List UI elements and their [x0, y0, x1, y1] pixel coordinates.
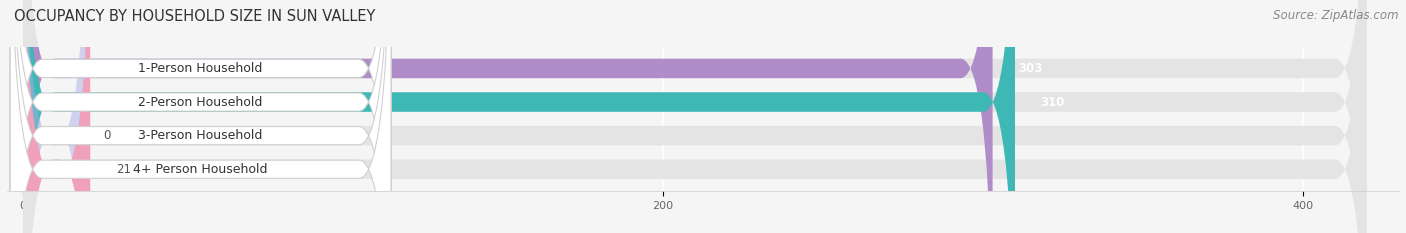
FancyBboxPatch shape: [10, 0, 391, 233]
FancyBboxPatch shape: [22, 0, 1015, 233]
FancyBboxPatch shape: [22, 0, 1367, 233]
Text: 21: 21: [115, 163, 131, 176]
Text: Source: ZipAtlas.com: Source: ZipAtlas.com: [1274, 9, 1399, 22]
Text: OCCUPANCY BY HOUSEHOLD SIZE IN SUN VALLEY: OCCUPANCY BY HOUSEHOLD SIZE IN SUN VALLE…: [14, 9, 375, 24]
FancyBboxPatch shape: [22, 0, 1367, 233]
Text: 310: 310: [1040, 96, 1064, 109]
FancyBboxPatch shape: [10, 0, 391, 233]
FancyBboxPatch shape: [22, 0, 993, 233]
FancyBboxPatch shape: [10, 0, 391, 233]
Text: 0: 0: [103, 129, 111, 142]
FancyBboxPatch shape: [22, 0, 1367, 233]
Text: 4+ Person Household: 4+ Person Household: [134, 163, 269, 176]
Text: 303: 303: [1018, 62, 1043, 75]
FancyBboxPatch shape: [22, 0, 90, 233]
Text: 3-Person Household: 3-Person Household: [138, 129, 263, 142]
Text: 2-Person Household: 2-Person Household: [138, 96, 263, 109]
FancyBboxPatch shape: [22, 0, 87, 233]
FancyBboxPatch shape: [22, 0, 1367, 233]
Text: 1-Person Household: 1-Person Household: [138, 62, 263, 75]
FancyBboxPatch shape: [10, 0, 391, 233]
